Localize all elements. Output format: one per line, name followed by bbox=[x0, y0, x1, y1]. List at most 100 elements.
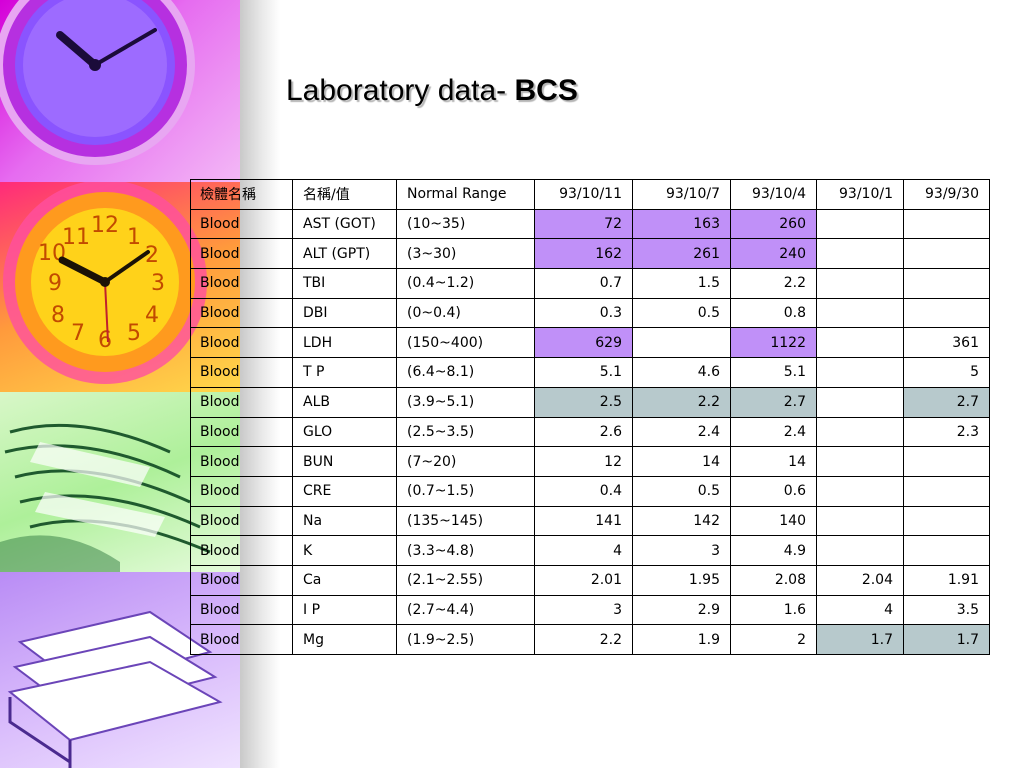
value-cell: 142 bbox=[632, 505, 731, 537]
normal-range-cell: (0.4~1.2) bbox=[396, 268, 535, 299]
value-cell: 1.91 bbox=[903, 564, 990, 596]
table-row: Blood T P (6.4~8.1) 5.1 4.6 5.1 5 bbox=[190, 357, 990, 388]
value-cell: 2.2 bbox=[632, 386, 731, 418]
normal-range-cell: (6.4~8.1) bbox=[396, 357, 535, 388]
table-row: Blood AST (GOT) (10~35) 72 163 260 bbox=[190, 208, 990, 240]
table-row: Blood LDH (150~400) 629 1122 361 bbox=[190, 327, 990, 359]
table-row: Blood ALB (3.9~5.1) 2.5 2.2 2.7 2.7 bbox=[190, 386, 990, 418]
purple-books-icon bbox=[7, 610, 223, 768]
value-cell bbox=[903, 238, 990, 270]
svg-text:6: 6 bbox=[98, 328, 112, 353]
value-cell: 2.7 bbox=[903, 386, 990, 418]
value-cell: 1.9 bbox=[632, 624, 731, 655]
table-row: Blood Mg (1.9~2.5) 2.2 1.9 2 1.7 1.7 bbox=[190, 624, 990, 655]
test-name-cell: DBI bbox=[292, 297, 397, 329]
value-cell: 0.5 bbox=[632, 475, 731, 507]
value-cell: 5.1 bbox=[534, 357, 633, 388]
specimen-cell: Blood bbox=[190, 475, 293, 507]
value-cell bbox=[903, 297, 990, 329]
specimen-cell: Blood bbox=[190, 327, 293, 359]
normal-range-cell: (3.3~4.8) bbox=[396, 535, 535, 566]
value-cell bbox=[816, 297, 904, 329]
lab-table-body: 檢體名稱 名稱/值 Normal Range 93/10/11 93/10/7 … bbox=[190, 179, 990, 655]
specimen-cell: Blood bbox=[190, 208, 293, 240]
svg-text:11: 11 bbox=[62, 225, 90, 250]
value-cell: 140 bbox=[730, 505, 817, 537]
value-cell bbox=[816, 268, 904, 299]
normal-range-cell: (2.7~4.4) bbox=[396, 594, 535, 626]
normal-range-cell: (0.7~1.5) bbox=[396, 475, 535, 507]
svg-text:7: 7 bbox=[71, 321, 85, 346]
value-cell bbox=[816, 238, 904, 270]
value-cell: 2.4 bbox=[730, 416, 817, 448]
purple-panel bbox=[0, 0, 240, 182]
test-name-cell: LDH bbox=[292, 327, 397, 359]
value-cell: 2.4 bbox=[632, 416, 731, 448]
value-cell: 240 bbox=[730, 238, 817, 270]
value-cell bbox=[816, 386, 904, 418]
value-cell: 2.2 bbox=[534, 624, 633, 655]
value-cell: 1.7 bbox=[903, 624, 990, 655]
test-name-cell: CRE bbox=[292, 475, 397, 507]
value-cell: 2.5 bbox=[534, 386, 633, 418]
value-cell: 14 bbox=[632, 446, 731, 477]
value-cell bbox=[816, 416, 904, 448]
value-cell: 2.6 bbox=[534, 416, 633, 448]
specimen-cell: Blood bbox=[190, 446, 293, 477]
test-name-cell: TBI bbox=[292, 268, 397, 299]
value-cell: 2.3 bbox=[903, 416, 990, 448]
specimen-cell: Blood bbox=[190, 297, 293, 329]
value-cell: 3 bbox=[534, 594, 633, 626]
value-cell: 4.9 bbox=[730, 535, 817, 566]
value-cell: 5 bbox=[903, 357, 990, 388]
svg-text:4: 4 bbox=[145, 303, 159, 328]
test-name-cell: ALB bbox=[292, 386, 397, 418]
green-books-icon bbox=[0, 423, 211, 572]
value-cell: 5.1 bbox=[730, 357, 817, 388]
value-cell: 0.8 bbox=[730, 297, 817, 329]
value-cell bbox=[816, 505, 904, 537]
normal-range-cell: (2.1~2.55) bbox=[396, 564, 535, 596]
table-row: Blood BUN (7~20) 12 14 14 bbox=[190, 446, 990, 477]
table-row: Blood K (3.3~4.8) 4 3 4.9 bbox=[190, 535, 990, 566]
value-cell: 4 bbox=[534, 535, 633, 566]
value-cell bbox=[816, 327, 904, 359]
value-cell: 4.6 bbox=[632, 357, 731, 388]
table-row: Blood I P (2.7~4.4) 3 2.9 1.6 4 3.5 bbox=[190, 594, 990, 626]
value-cell: 0.3 bbox=[534, 297, 633, 329]
value-cell bbox=[903, 475, 990, 507]
normal-range-cell: (7~20) bbox=[396, 446, 535, 477]
table-row: Blood Ca (2.1~2.55) 2.01 1.95 2.08 2.04 1.91 bbox=[190, 564, 990, 596]
value-cell: 2 bbox=[730, 624, 817, 655]
svg-text:2: 2 bbox=[145, 243, 159, 268]
test-name-cell: Na bbox=[292, 505, 397, 537]
value-cell: 14 bbox=[730, 446, 817, 477]
normal-range-cell: (150~400) bbox=[396, 327, 535, 359]
specimen-cell: Blood bbox=[190, 505, 293, 537]
specimen-cell: Blood bbox=[190, 564, 293, 596]
header-date: 93/10/1 bbox=[816, 179, 904, 210]
title-prefix: Laboratory data- bbox=[286, 74, 515, 107]
header-name: 名稱/值 bbox=[292, 179, 397, 210]
table-row: Blood CRE (0.7~1.5) 0.4 0.5 0.6 bbox=[190, 475, 990, 507]
svg-text:8: 8 bbox=[51, 303, 65, 328]
value-cell: 0.4 bbox=[534, 475, 633, 507]
value-cell bbox=[816, 475, 904, 507]
specimen-cell: Blood bbox=[190, 357, 293, 388]
test-name-cell: BUN bbox=[292, 446, 397, 477]
test-name-cell: T P bbox=[292, 357, 397, 388]
specimen-cell: Blood bbox=[190, 535, 293, 566]
value-cell bbox=[816, 535, 904, 566]
header-date: 93/10/11 bbox=[534, 179, 633, 210]
normal-range-cell: (2.5~3.5) bbox=[396, 416, 535, 448]
test-name-cell: GLO bbox=[292, 416, 397, 448]
value-cell: 3.5 bbox=[903, 594, 990, 626]
svg-text:9: 9 bbox=[48, 271, 62, 296]
value-cell: 1.7 bbox=[816, 624, 904, 655]
decorative-strip: 12 3 6 9 11 10 1 2 4 5 7 8 bbox=[0, 0, 240, 768]
specimen-cell: Blood bbox=[190, 268, 293, 299]
table-row: Blood DBI (0~0.4) 0.3 0.5 0.8 bbox=[190, 297, 990, 329]
value-cell bbox=[903, 268, 990, 299]
table-row: Blood ALT (GPT) (3~30) 162 261 240 bbox=[190, 238, 990, 270]
orange-clock-icon: 12 3 6 9 11 10 1 2 4 5 7 8 bbox=[3, 182, 207, 384]
